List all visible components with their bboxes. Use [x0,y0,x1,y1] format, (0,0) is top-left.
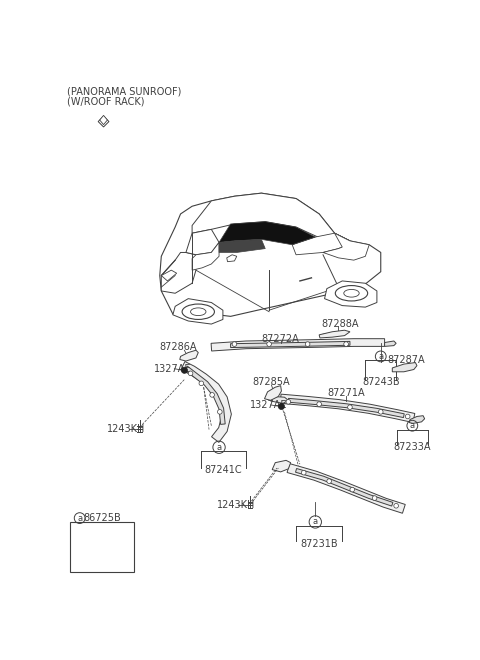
Circle shape [301,471,306,475]
Text: (PANORAMA SUNROOF): (PANORAMA SUNROOF) [67,87,182,97]
Text: 1243KH: 1243KH [217,500,255,510]
Polygon shape [160,193,381,318]
Circle shape [317,402,322,407]
Circle shape [348,405,352,409]
Text: 1327AE: 1327AE [250,400,288,410]
Polygon shape [272,461,291,472]
Polygon shape [292,233,350,255]
Circle shape [217,409,222,414]
Text: 1243KH: 1243KH [108,424,146,434]
Polygon shape [319,330,350,338]
Text: 1327AE: 1327AE [154,364,191,374]
Polygon shape [192,242,219,270]
Text: a: a [378,352,384,361]
Text: 87286A: 87286A [159,342,197,352]
Polygon shape [288,399,404,418]
Polygon shape [287,463,405,513]
Ellipse shape [191,308,206,315]
Circle shape [406,414,410,419]
Circle shape [305,342,310,346]
Polygon shape [384,341,396,347]
Circle shape [327,479,332,483]
Polygon shape [219,240,265,253]
Text: 87233A: 87233A [394,442,431,452]
Polygon shape [271,397,288,403]
Polygon shape [100,115,108,125]
Text: (W/ROOF RACK): (W/ROOF RACK) [67,96,145,106]
Polygon shape [173,299,223,324]
FancyBboxPatch shape [71,522,133,572]
Text: a: a [77,513,82,523]
Polygon shape [323,233,369,260]
Text: a: a [410,421,415,430]
Polygon shape [296,469,393,506]
Ellipse shape [336,286,368,301]
Text: 87285A: 87285A [252,377,290,387]
Polygon shape [181,362,231,442]
Polygon shape [219,222,315,245]
Polygon shape [161,253,196,293]
Text: a: a [313,517,318,527]
Text: 87231B: 87231B [300,539,338,548]
Text: 86725B: 86725B [83,513,121,523]
Circle shape [286,399,291,404]
Circle shape [372,496,377,500]
Polygon shape [280,394,415,422]
Polygon shape [324,281,377,307]
Text: 87271A: 87271A [327,388,365,399]
Text: 87243B: 87243B [362,377,399,387]
Polygon shape [161,270,177,281]
Polygon shape [211,339,384,351]
Polygon shape [392,362,417,372]
Circle shape [188,371,193,376]
Polygon shape [98,116,109,127]
Polygon shape [192,193,350,247]
Polygon shape [409,416,425,424]
Text: 87287A: 87287A [387,355,425,365]
Text: a: a [216,443,222,451]
Circle shape [232,342,237,346]
Circle shape [267,342,271,346]
Ellipse shape [344,289,359,297]
Circle shape [278,403,285,409]
Circle shape [378,409,383,414]
Circle shape [344,342,348,346]
Circle shape [199,381,204,385]
Text: 87241C: 87241C [205,465,242,475]
Circle shape [181,367,188,374]
Polygon shape [230,341,350,348]
Polygon shape [264,385,281,400]
Polygon shape [184,366,225,424]
Circle shape [350,487,355,492]
Polygon shape [227,255,237,262]
Text: 87288A: 87288A [321,319,359,329]
Text: 87272A: 87272A [262,334,300,344]
Circle shape [210,393,215,397]
Polygon shape [186,230,219,255]
Polygon shape [180,350,198,361]
Ellipse shape [182,304,215,319]
Circle shape [394,504,398,508]
